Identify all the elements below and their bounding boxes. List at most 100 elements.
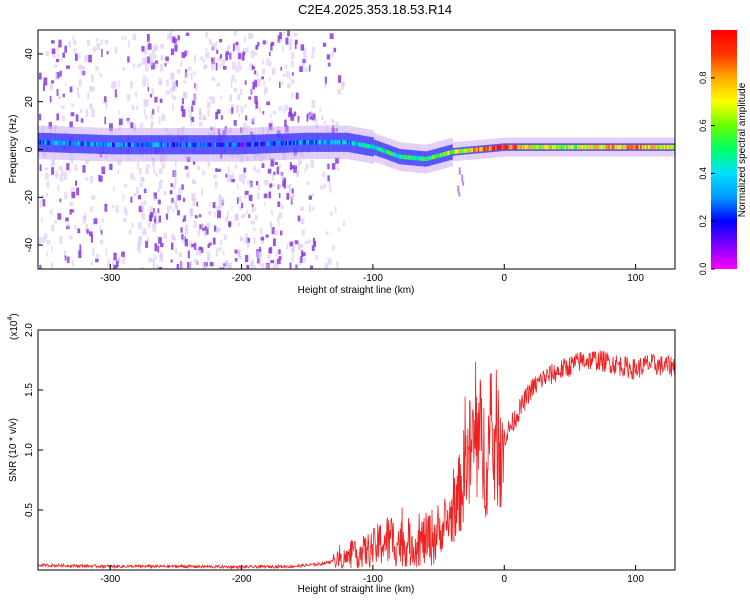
noise-speck — [178, 187, 182, 194]
band-center — [657, 145, 660, 150]
noise-speck — [233, 87, 238, 93]
band-center — [630, 145, 633, 150]
noise-speck — [147, 78, 149, 86]
noise-speck — [62, 115, 65, 122]
snr-plot: -300 -200 -100 0 100 0.5 1.0 1.5 2.0 Height of … — [7, 313, 676, 595]
band-center — [75, 141, 78, 146]
noise-speck — [51, 40, 55, 44]
colorbar-gradient — [711, 30, 737, 269]
noise-speck — [302, 47, 307, 56]
noise-speck — [343, 221, 346, 227]
noise-speck — [290, 195, 295, 201]
band-center — [428, 156, 432, 161]
noise-speck — [248, 214, 251, 218]
noise-speck — [177, 210, 180, 216]
noise-speck — [57, 213, 62, 220]
noise-speck — [178, 252, 182, 258]
noise-speck — [133, 123, 136, 131]
noise-speck — [236, 105, 240, 113]
noise-speck — [122, 193, 125, 201]
band-center — [644, 145, 647, 150]
noise-speck — [198, 214, 202, 218]
noise-speck — [279, 163, 282, 168]
noise-speck — [54, 220, 57, 224]
band-center — [391, 151, 394, 156]
noise-speck — [327, 163, 330, 170]
band-center — [622, 145, 625, 150]
noise-speck — [69, 151, 74, 157]
noise-speck — [219, 39, 223, 43]
noise-speck — [136, 63, 141, 68]
noise-speck — [167, 132, 171, 136]
noise-speck — [211, 57, 215, 65]
band-center — [581, 145, 584, 150]
noise-speck — [38, 113, 42, 121]
band-center — [403, 154, 406, 160]
noise-speck — [78, 64, 83, 70]
noise-speck — [223, 234, 227, 240]
band-center — [238, 142, 241, 147]
noise-speck — [335, 128, 338, 132]
noise-speck — [109, 123, 113, 132]
noise-speck — [184, 50, 187, 57]
noise-speck — [243, 36, 246, 43]
noise-speck — [184, 153, 187, 159]
band-center — [446, 151, 449, 156]
noise-speck — [247, 241, 250, 248]
noise-speck — [193, 220, 197, 229]
band-center — [647, 145, 651, 150]
noise-speck — [213, 225, 217, 232]
noise-speck — [181, 98, 184, 105]
band-center — [339, 140, 342, 145]
noise-speck — [244, 103, 247, 108]
noise-speck — [308, 65, 311, 72]
noise-speck — [84, 177, 89, 181]
noise-speck — [92, 248, 94, 256]
noise-speck — [239, 174, 243, 182]
noise-speck — [158, 215, 161, 223]
noise-speck — [159, 243, 164, 248]
noise-speck — [329, 33, 334, 40]
noise-speck — [99, 239, 104, 244]
noise-speck — [243, 175, 247, 179]
noise-speck — [151, 62, 155, 70]
band-center — [194, 142, 197, 147]
band-center — [526, 145, 529, 150]
noise-speck — [221, 197, 225, 204]
band-center — [499, 145, 502, 150]
noise-speck — [122, 257, 126, 265]
noise-speck — [165, 128, 168, 132]
band-center — [154, 142, 157, 147]
band-center — [484, 146, 487, 152]
noise-speck — [87, 92, 90, 100]
noise-speck — [259, 248, 263, 257]
snr-y-scale-close: ) — [9, 313, 20, 316]
noise-speck — [327, 258, 332, 265]
noise-speck — [66, 163, 70, 171]
noise-speck — [238, 64, 242, 71]
band-center — [268, 141, 271, 146]
noise-speck — [291, 192, 295, 197]
noise-speck — [238, 255, 243, 260]
noise-speck — [142, 228, 146, 236]
noise-speck — [64, 45, 67, 53]
noise-speck — [300, 217, 305, 225]
band-center — [124, 142, 127, 147]
band-center — [380, 147, 383, 152]
noise-speck — [136, 187, 139, 195]
noise-speck — [291, 247, 294, 254]
band-center — [97, 142, 101, 147]
noise-speck — [240, 127, 243, 133]
noise-speck — [264, 201, 266, 205]
noise-speck — [203, 116, 207, 121]
band-center — [231, 142, 235, 147]
noise-speck — [245, 47, 249, 53]
noise-speck — [140, 202, 144, 208]
noise-speck — [206, 222, 211, 229]
band-center — [395, 153, 398, 158]
noise-speck — [265, 41, 268, 45]
noise-speck — [244, 190, 249, 195]
noise-speck — [276, 258, 281, 265]
band-center — [521, 145, 525, 150]
band-center — [101, 142, 104, 147]
